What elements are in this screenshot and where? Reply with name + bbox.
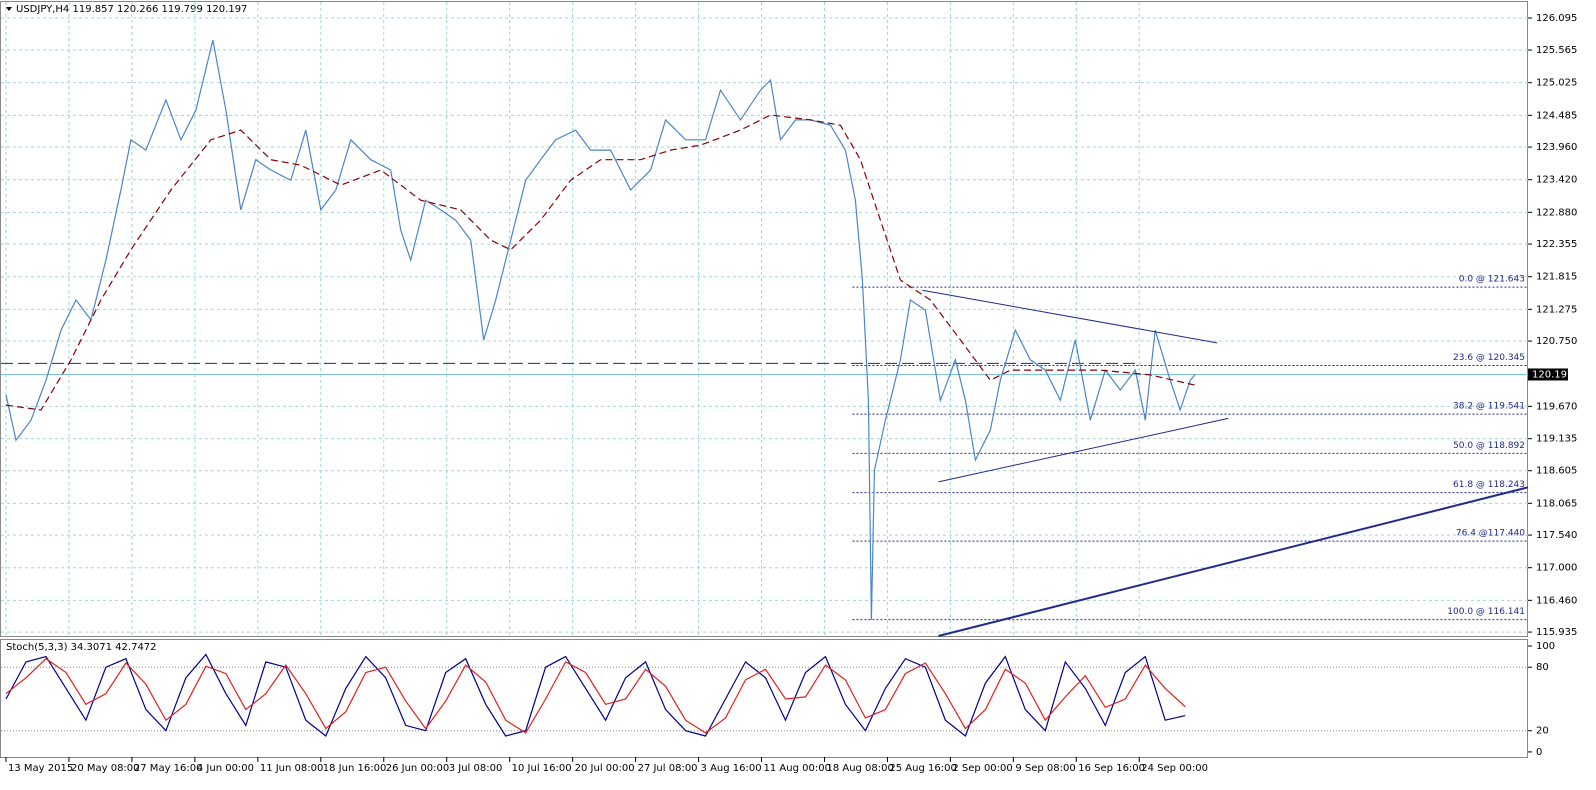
x-tick-label: 24 Sep 00:00 — [1141, 763, 1208, 774]
y-tick-label: 117.000 — [1536, 563, 1577, 574]
x-tick-label: 27 May 16:00 — [134, 763, 203, 774]
y-tick-label: 119.670 — [1536, 401, 1577, 412]
x-tick-label: 20 May 08:00 — [71, 763, 140, 774]
y-tick-label: 123.420 — [1536, 175, 1577, 186]
trend-line — [938, 417, 1229, 483]
x-tick-label: 10 Jul 16:00 — [512, 763, 572, 774]
fib-label: 38.2 @ 119.541 — [1453, 402, 1525, 412]
series-line — [5, 657, 1186, 734]
series-line — [5, 653, 1186, 737]
y-tick-label: 121.815 — [1536, 272, 1577, 283]
x-tick-label: 4 Jun 00:00 — [197, 763, 254, 774]
y-tick-label: 20 — [1536, 726, 1549, 737]
fib-label: 0.0 @ 121.643 — [1459, 275, 1525, 285]
y-tick-label: 122.355 — [1536, 239, 1577, 250]
series-line — [5, 114, 1196, 411]
x-tick-label: 20 Jul 00:00 — [575, 763, 635, 774]
indicator-title: Stoch(5,3,3) 34.3071 42.7472 — [6, 642, 157, 653]
y-tick-label: 125.025 — [1536, 78, 1577, 89]
x-tick-label: 13 May 2015 — [8, 763, 73, 774]
x-tick-label: 26 Jun 00:00 — [386, 763, 450, 774]
x-tick-label: 18 Aug 08:00 — [826, 763, 893, 774]
y-tick-label: 80 — [1536, 662, 1549, 673]
x-tick-label: 25 Aug 16:00 — [889, 763, 956, 774]
current-price-tag — [1528, 368, 1568, 381]
y-tick-label: 117.540 — [1536, 530, 1577, 541]
y-tick-label: 126.095 — [1536, 13, 1577, 24]
x-tick-label: 27 Jul 08:00 — [638, 763, 698, 774]
fib-label: 50.0 @ 118.892 — [1453, 441, 1525, 451]
y-tick-label: 115.935 — [1536, 627, 1577, 638]
x-tick-label: 9 Sep 08:00 — [1015, 763, 1075, 774]
x-tick-label: 18 Jun 16:00 — [323, 763, 387, 774]
y-tick-label: 122.880 — [1536, 207, 1577, 218]
series-line — [5, 39, 1196, 620]
y-tick-label: 119.135 — [1536, 434, 1577, 445]
fib-label: 61.8 @ 118.243 — [1453, 480, 1525, 490]
x-tick-label: 3 Aug 16:00 — [701, 763, 762, 774]
x-tick-label: 11 Jun 08:00 — [260, 763, 324, 774]
fib-label: 100.0 @ 116.141 — [1447, 607, 1525, 617]
x-tick-label: 16 Sep 16:00 — [1078, 763, 1145, 774]
x-tick-label: 3 Jul 08:00 — [449, 763, 503, 774]
menu-arrow — [6, 7, 12, 11]
y-tick-label: 124.485 — [1536, 110, 1577, 121]
y-tick-label: 0 — [1536, 747, 1542, 758]
fib-label: 23.6 @ 120.345 — [1453, 353, 1525, 363]
y-tick-label: 123.960 — [1536, 142, 1577, 153]
indicator-frame — [0, 639, 1528, 758]
x-tick-label: 11 Aug 00:00 — [764, 763, 831, 774]
y-tick-label: 120.750 — [1536, 336, 1577, 347]
y-tick-label: 100 — [1536, 641, 1555, 652]
y-tick-label: 121.275 — [1536, 304, 1577, 315]
y-tick-label: 125.565 — [1536, 45, 1577, 56]
current-price-label: 120.197 — [1532, 369, 1573, 380]
trend-line — [938, 486, 1529, 637]
y-tick-label: 116.460 — [1536, 595, 1577, 606]
y-tick-label: 118.605 — [1536, 466, 1577, 477]
x-tick-label: 2 Sep 00:00 — [952, 763, 1012, 774]
y-tick-label: 118.065 — [1536, 498, 1577, 509]
trend-line — [922, 289, 1218, 344]
fib-label: 76.4 @117.440 — [1456, 529, 1525, 539]
main-frame — [0, 1, 1528, 637]
